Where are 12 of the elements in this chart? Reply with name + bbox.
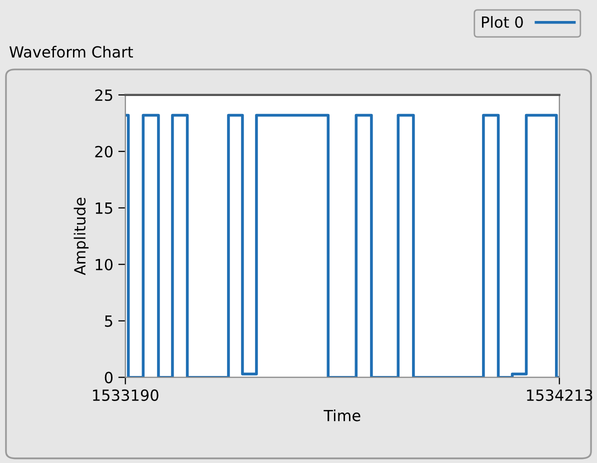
x-tick-label: 1534213 <box>527 389 592 401</box>
chart-title: Waveform Chart <box>9 46 133 58</box>
x-tick-label: 1533190 <box>93 389 158 401</box>
x-axis-title: Time <box>324 409 360 422</box>
y-tick-label: 10 <box>96 258 113 270</box>
y-tick-label: 0 <box>104 372 113 384</box>
y-tick-label: 20 <box>95 146 113 158</box>
y-tick-label: 25 <box>95 89 112 101</box>
y-axis-title: Amplitude <box>74 198 89 276</box>
y-tick-label: 15 <box>96 202 112 214</box>
y-tick-label: 5 <box>105 316 112 327</box>
legend-label: Plot 0 <box>482 16 523 28</box>
